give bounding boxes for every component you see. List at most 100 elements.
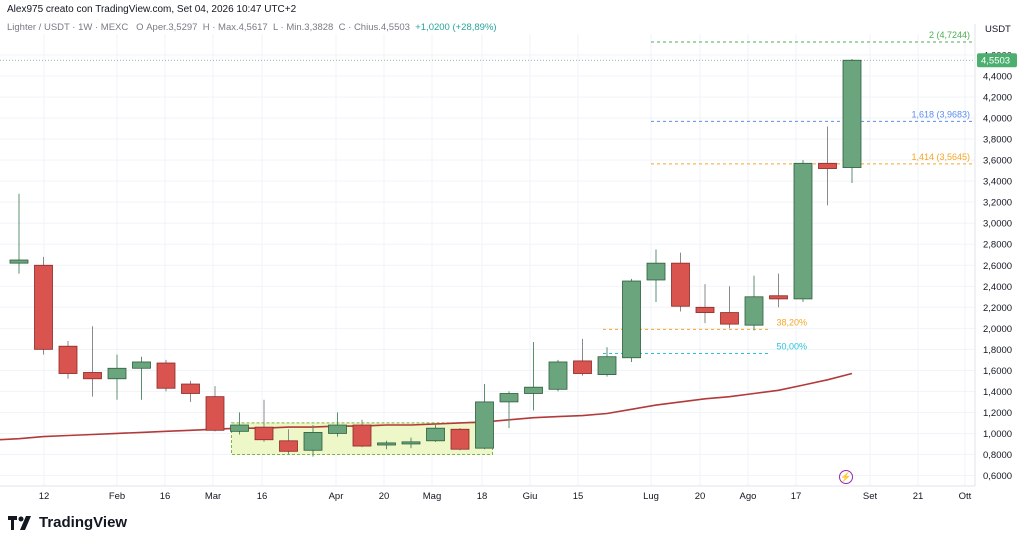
price-tick-label: 2,0000	[983, 324, 1012, 335]
price-tick-label: 2,4000	[983, 282, 1012, 293]
candle	[279, 429, 298, 455]
time-tick-label: 20	[379, 491, 390, 502]
time-axis: 12 Feb 16 Mar 16 Apr 20 Mag 18 Giu 15 Lug 20 Ago 17 Set…	[39, 491, 972, 502]
price-tick-label: 3,4000	[983, 177, 1012, 188]
candle-body	[426, 427, 445, 442]
time-tick-label: Ago	[740, 491, 757, 502]
candle-body	[230, 424, 249, 432]
candle	[646, 249, 666, 303]
time-tick-label: 17	[791, 491, 802, 502]
open-value: Aper.3,5297	[146, 22, 198, 33]
candle-body	[107, 367, 127, 380]
time-tick-label: Ott	[959, 491, 972, 502]
price-tick-label: 1,6000	[983, 366, 1012, 377]
low-value: L · Min.3,3828	[272, 22, 334, 33]
time-tick-label: 21	[913, 491, 924, 502]
candle-body	[842, 59, 862, 168]
candle-body	[524, 386, 543, 394]
open-label: O	[136, 22, 144, 33]
ma-path	[0, 372, 853, 441]
price-tick-label: 1,2000	[983, 408, 1012, 419]
candle-body	[156, 362, 176, 389]
candle-body	[597, 356, 617, 375]
time-tick-label: Lug	[643, 491, 659, 502]
price-tick-label: 0,6000	[983, 471, 1012, 482]
candle	[401, 437, 421, 449]
candle	[328, 412, 347, 437]
fibonacci-levels: 2 (4,7244) 1,618 (3,9683) 1,414 (3,5645) 38…	[0, 30, 975, 355]
candle-body	[793, 162, 813, 300]
price-tick-label: 0,8000	[983, 450, 1012, 461]
candle	[107, 354, 127, 400]
candle	[744, 275, 764, 331]
candle-body	[646, 262, 666, 281]
price-tick-label: 4,0000	[983, 114, 1012, 125]
time-tick-label: 16	[160, 491, 171, 502]
candle	[793, 160, 813, 303]
price-tick-label: 3,2000	[983, 198, 1012, 209]
candle	[720, 286, 739, 329]
last-price-text: 4,5503	[981, 56, 1010, 67]
candle-body	[303, 431, 323, 451]
candle	[426, 425, 445, 442]
candle-body	[181, 383, 200, 394]
candle-body	[279, 440, 298, 452]
time-tick-label: 16	[257, 491, 268, 502]
price-tick-label: 2,6000	[983, 261, 1012, 272]
candle	[352, 419, 372, 448]
candle-body	[818, 162, 837, 169]
fib-level-label: 38,20%	[776, 317, 807, 327]
price-tick-label: 4,2000	[983, 93, 1012, 104]
time-tick-label: 20	[695, 491, 706, 502]
candle-body	[377, 442, 396, 446]
candle	[34, 256, 53, 355]
candle	[769, 273, 788, 308]
ohlc-legend: Lighter / USDT · 1W · MEXC O Aper.3,5297…	[7, 22, 497, 33]
tradingview-logo-icon	[8, 515, 31, 530]
candle-body	[328, 424, 347, 434]
candle	[58, 340, 78, 379]
time-tick-label: 12	[39, 491, 50, 502]
candle-body	[34, 264, 53, 350]
candle	[9, 193, 29, 274]
candle-body	[254, 426, 274, 441]
candle-body	[720, 312, 739, 325]
candle-body	[83, 372, 102, 380]
price-tick-label: 2,2000	[983, 303, 1012, 314]
candle	[377, 440, 396, 450]
price-tick-label: 1,0000	[983, 429, 1012, 440]
high-value: H · Max.4,5617	[202, 22, 268, 33]
fib-level-label: 1,618 (3,9683)	[911, 109, 970, 119]
symbol-label[interactable]: Lighter / USDT · 1W · MEXC	[7, 22, 129, 33]
change-value: +1,0200 (+28,89%)	[415, 22, 497, 33]
candle	[573, 338, 592, 376]
candle-body	[573, 360, 592, 374]
price-tick-label: 2,8000	[983, 240, 1012, 251]
time-tick-label: Set	[863, 491, 878, 502]
candle-body	[132, 361, 151, 369]
close-value: C · Chius.4,5503	[338, 22, 410, 33]
candle	[132, 356, 151, 400]
time-tick-label: Giu	[523, 491, 538, 502]
candle-body	[401, 441, 421, 445]
candle-body	[475, 401, 494, 449]
fib-level-label: 1,414 (3,5645)	[911, 152, 970, 162]
price-tick-label: 1,4000	[983, 387, 1012, 398]
brand-name: TradingView	[39, 514, 128, 531]
candle	[83, 326, 102, 397]
price-tick-label: 1,8000	[983, 345, 1012, 356]
candle	[475, 384, 494, 450]
candle-body	[671, 262, 690, 307]
price-axis: 0,6000 0,8000 1,0000 1,2000 1,4000 1,6000 1,80…	[0, 24, 1017, 487]
lightning-icon[interactable]: ⚡	[839, 470, 853, 484]
candle	[205, 386, 225, 432]
candle	[842, 59, 862, 183]
price-tick-label: 3,0000	[983, 219, 1012, 230]
time-tick-label: Feb	[109, 491, 125, 502]
candle-body	[622, 280, 641, 359]
fib-level-label: 50,00%	[776, 342, 807, 352]
time-tick-label: Mar	[205, 491, 221, 502]
candle	[671, 252, 690, 312]
axis-unit-label: USDT	[985, 24, 1011, 35]
